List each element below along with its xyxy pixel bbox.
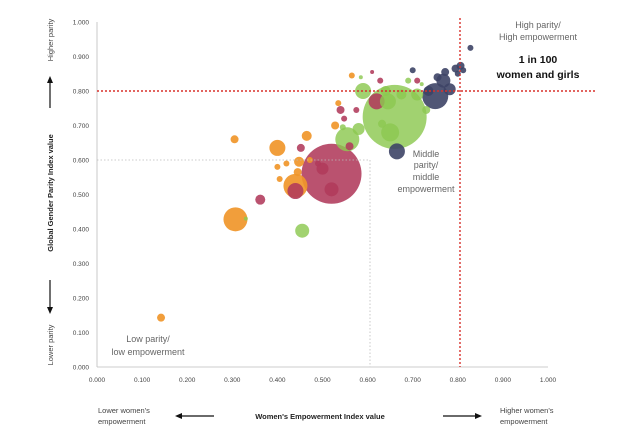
x-tick-label: 0.400 [269, 377, 286, 384]
bubble-point [467, 44, 474, 51]
bubble-point [433, 73, 442, 82]
bubble-point [370, 70, 375, 75]
bubble-point [230, 135, 239, 144]
bubble-point [422, 105, 431, 114]
bubble-point [301, 143, 362, 204]
y-tick-label: 0.000 [73, 365, 90, 372]
x-axis-title: Women's Empowerment Index value [255, 412, 385, 421]
bubble-point [296, 143, 305, 152]
y-tick-label: 0.400 [73, 227, 90, 234]
left-arrow-icon [175, 413, 182, 419]
bubble-point [331, 121, 340, 130]
bubble-point [294, 156, 305, 167]
bubble-point [295, 223, 310, 238]
y-tick-label: 0.900 [73, 54, 90, 61]
higher-parity-label: Higher parity [46, 18, 55, 61]
y-tick-label: 0.600 [73, 158, 90, 165]
bubble-point [243, 216, 248, 221]
bubble-point [414, 77, 421, 84]
bubble-point [423, 86, 434, 96]
x-tick-label: 0.900 [495, 377, 512, 384]
bubble-point [378, 119, 387, 128]
x-tick-label: 0.500 [314, 377, 331, 384]
y-tick-label: 1.000 [73, 20, 90, 27]
mid-annotation-line4: empowerment [397, 184, 455, 194]
bubble-point [339, 124, 346, 131]
bubble-point [355, 83, 372, 99]
x-tick-label: 1.000 [540, 377, 557, 384]
x-tick-label: 0.300 [224, 377, 241, 384]
bubble-layer [157, 44, 474, 322]
bubble-point [223, 207, 248, 232]
y-tick-label: 0.800 [73, 89, 90, 96]
bubble-point [441, 68, 450, 77]
bubble-point [157, 313, 166, 322]
x-tick-label: 0.000 [89, 377, 106, 384]
high-annotation-line2: High empowerment [499, 32, 578, 42]
lower-empowerment-label-line2: empowerment [98, 417, 146, 426]
bubble-point [336, 105, 345, 114]
bubble-point [388, 143, 405, 160]
y-axis-title: Global Gender Parity Index value [46, 134, 55, 252]
mid-annotation-line3: middle [413, 172, 440, 182]
bubble-point [358, 75, 363, 80]
bubble-point [352, 122, 365, 135]
lower-empowerment-label-line1: Lower women's [98, 406, 150, 415]
bubble-point [377, 77, 384, 84]
mid-annotation-line2: parity/ [414, 160, 439, 170]
higher-empowerment-label-line2: empowerment [500, 417, 548, 426]
low-annotation-line1: Low parity/ [126, 334, 170, 344]
x-tick-label: 0.100 [134, 377, 151, 384]
bubble-point [335, 100, 342, 107]
bubble-point [276, 175, 283, 182]
mid-annotation-line1: Middle [413, 149, 440, 159]
x-tick-label: 0.200 [179, 377, 196, 384]
right-arrow-icon [475, 413, 482, 419]
bubble-point [348, 72, 355, 79]
bubble-point [283, 160, 290, 167]
bubble-point [411, 88, 424, 101]
bubble-point [396, 89, 407, 100]
bubble-point [293, 168, 302, 177]
bubble-point [405, 77, 412, 84]
y-tick-labels: 0.000 0.100 0.200 0.300 0.400 0.500 0.600 0.700… [73, 20, 90, 372]
high-annotation-line1: High parity/ [515, 20, 561, 30]
bubble-point [443, 83, 456, 96]
bubble-point [274, 163, 281, 170]
bubble-point [419, 82, 424, 87]
bubble-point [269, 139, 286, 156]
bubble-point [306, 157, 313, 163]
y-tick-label: 0.100 [73, 330, 90, 337]
low-annotation-line2: low empowerment [111, 347, 185, 357]
highlight-line2: women and girls [496, 69, 580, 81]
bubble-point [301, 130, 312, 141]
y-tick-label: 0.300 [73, 261, 90, 268]
bubble-point [379, 93, 396, 110]
bubble-point [381, 123, 400, 142]
bubble-point [460, 67, 467, 74]
bubble-point [345, 142, 354, 151]
bubble-point [314, 160, 321, 167]
up-arrow-icon [47, 76, 53, 83]
bubble-point [368, 93, 385, 110]
bubble-point [255, 194, 266, 205]
y-tick-label: 0.700 [73, 123, 90, 130]
x-tick-label: 0.600 [359, 377, 376, 384]
highlight-line1: 1 in 100 [519, 54, 558, 66]
down-arrow-icon [47, 307, 53, 314]
higher-empowerment-label-line1: Higher women's [500, 406, 554, 415]
x-tick-label: 0.800 [450, 377, 467, 384]
bubble-point [287, 183, 304, 200]
bubble-point [353, 106, 360, 113]
lower-parity-label: Lower parity [46, 324, 55, 365]
y-tick-label: 0.200 [73, 296, 90, 303]
bubble-point [409, 67, 416, 74]
x-tick-labels: 0.000 0.100 0.200 0.300 0.400 0.500 0.600 0.700… [89, 377, 557, 384]
bubble-point [324, 182, 339, 197]
x-tick-label: 0.700 [405, 377, 422, 384]
y-tick-label: 0.500 [73, 192, 90, 199]
bubble-point [341, 115, 348, 122]
